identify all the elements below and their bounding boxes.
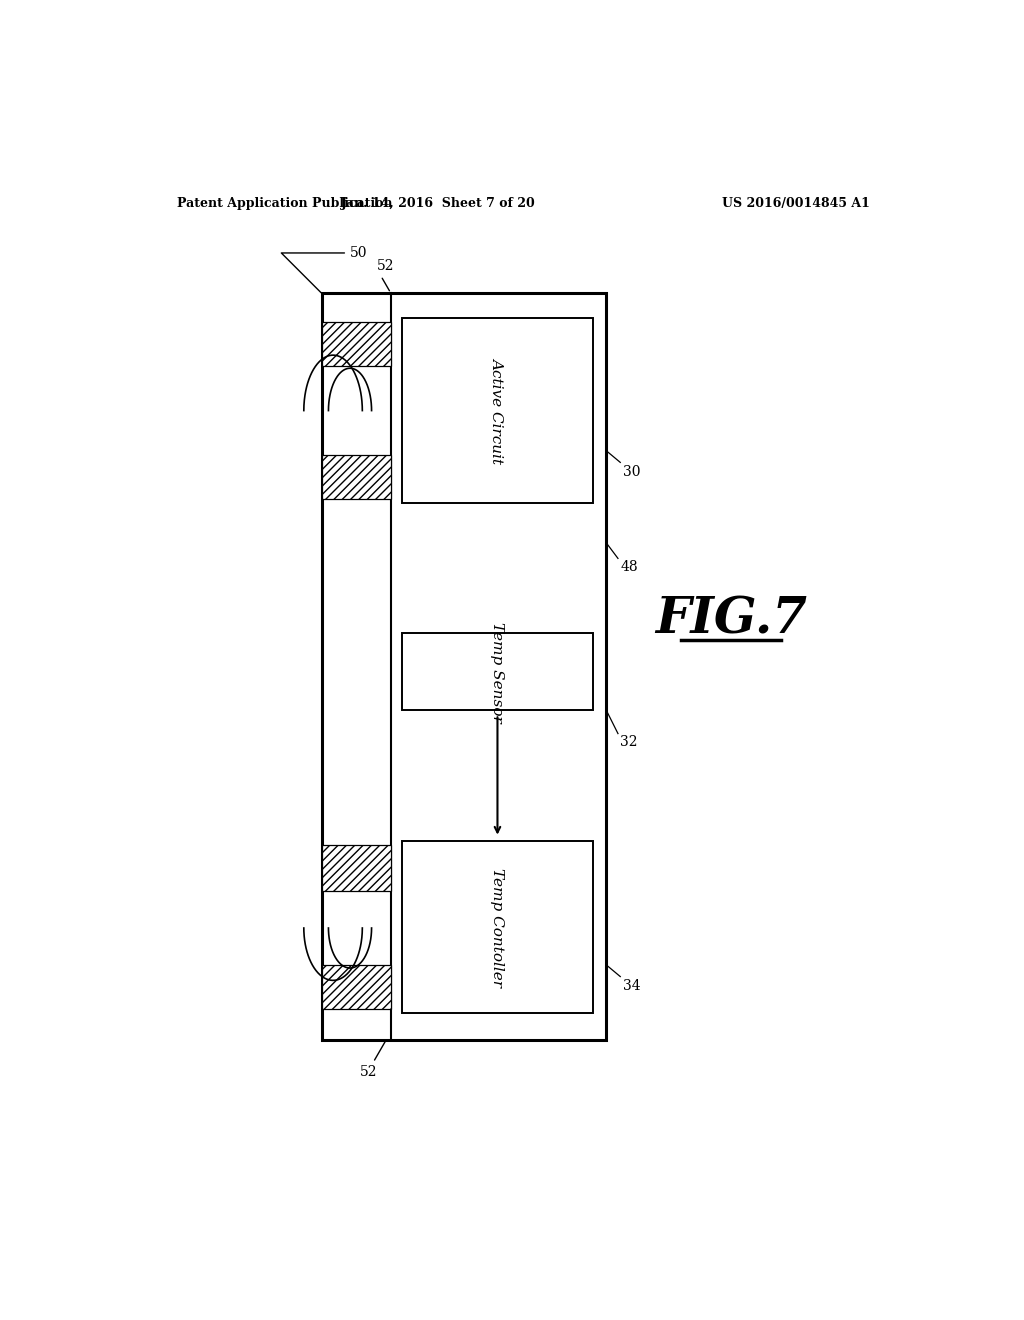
Text: Patent Application Publication: Patent Application Publication bbox=[177, 197, 392, 210]
Bar bbox=[402, 841, 593, 1014]
Bar bbox=[402, 318, 593, 503]
Bar bbox=[402, 634, 593, 710]
Bar bbox=[322, 845, 391, 891]
Text: 30: 30 bbox=[624, 465, 641, 479]
Text: Active Circuit: Active Circuit bbox=[490, 358, 505, 463]
Text: US 2016/0014845 A1: US 2016/0014845 A1 bbox=[722, 197, 869, 210]
Bar bbox=[322, 293, 606, 1040]
Text: Temp Contoller: Temp Contoller bbox=[490, 867, 505, 987]
Text: 32: 32 bbox=[621, 735, 638, 750]
Text: FIG.7: FIG.7 bbox=[655, 595, 807, 645]
Bar bbox=[322, 322, 391, 367]
Text: 48: 48 bbox=[621, 560, 638, 574]
Text: 50: 50 bbox=[282, 246, 368, 293]
Text: 52: 52 bbox=[360, 1041, 386, 1080]
Text: 34: 34 bbox=[624, 979, 641, 993]
Text: Temp Sensor: Temp Sensor bbox=[490, 622, 505, 722]
Text: Jan. 14, 2016  Sheet 7 of 20: Jan. 14, 2016 Sheet 7 of 20 bbox=[341, 197, 536, 210]
Bar bbox=[322, 455, 391, 499]
Bar bbox=[322, 965, 391, 1010]
Text: 52: 52 bbox=[377, 259, 394, 290]
